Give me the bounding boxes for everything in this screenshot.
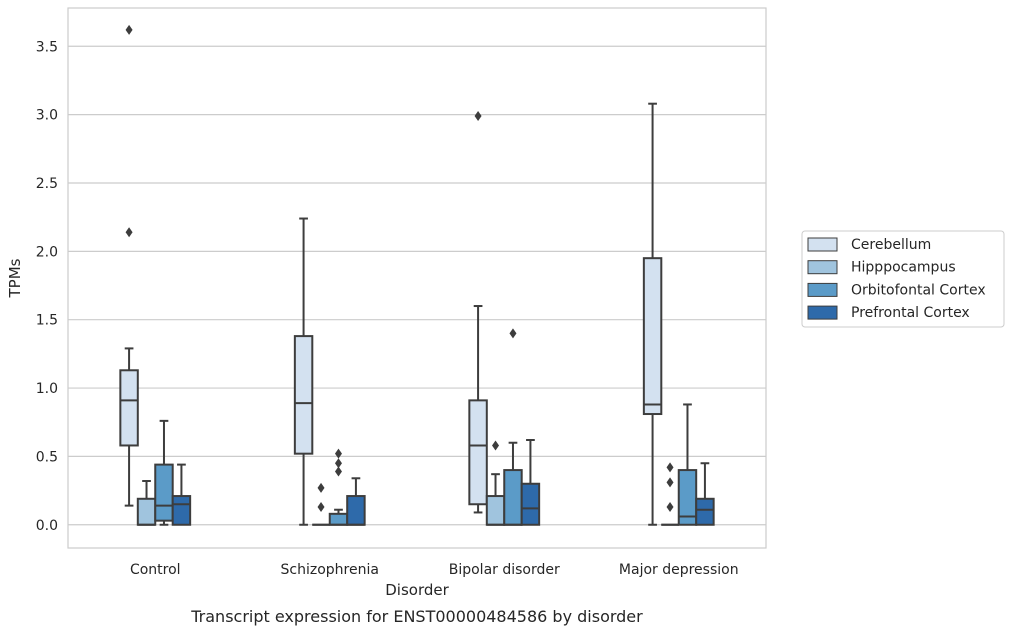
box-prefrontal-cortex-schizophrenia <box>346 477 366 526</box>
box-prefrontal-cortex-bipolar-disorder <box>520 439 541 526</box>
box-iqr <box>485 495 506 526</box>
outlier-point <box>317 501 325 512</box>
legend-frame <box>801 230 1005 328</box>
outlier-point <box>666 477 674 488</box>
legend-label: Hipppocampus <box>851 260 956 276</box>
chart-caption: Transcript expression for ENST0000048458… <box>190 607 643 626</box>
legend-label: Cerebellum <box>851 237 931 253</box>
box-iqr <box>293 335 314 455</box>
box-cerebellum-control <box>119 24 139 507</box>
y-tick-labels: 0.0 0.5 1.0 1.5 2.0 2.5 3.0 3.5 <box>36 39 58 533</box>
box-cerebellum-schizophrenia <box>293 217 314 526</box>
legend-swatch <box>807 282 838 297</box>
box-iqr <box>328 512 349 526</box>
box-prefrontal-cortex-major-depression <box>695 462 715 526</box>
outlier-point <box>492 440 500 451</box>
outlier-point <box>125 227 133 238</box>
box-orbitofontal-cortex-schizophrenia <box>328 448 349 526</box>
outlier-point <box>666 462 674 473</box>
boxes <box>119 24 715 526</box>
box-iqr <box>136 497 157 526</box>
y-tick-label: 1.5 <box>36 313 58 329</box>
x-tick-label: Schizophrenia <box>281 562 379 578</box>
outlier-point <box>666 501 674 512</box>
y-tick-label: 3.5 <box>36 39 58 55</box>
box-prefrontal-cortex-control <box>171 463 192 526</box>
plot-frame <box>67 7 767 549</box>
box-orbitofontal-cortex-major-depression <box>677 403 698 526</box>
y-tick-label: 0.0 <box>36 518 58 534</box>
box-hipppocampus-major-depression <box>661 462 679 526</box>
box-iqr <box>677 469 698 526</box>
box-hipppocampus-schizophrenia <box>312 482 330 526</box>
x-tick-label: Control <box>130 562 181 578</box>
box-iqr <box>695 497 715 526</box>
x-tick-label: Major depression <box>619 562 739 578</box>
box-cerebellum-bipolar-disorder <box>468 111 488 514</box>
box-orbitofontal-cortex-bipolar-disorder <box>503 328 523 526</box>
outlier-point <box>334 466 342 477</box>
box-hipppocampus-bipolar-disorder <box>485 440 506 526</box>
box-orbitofontal-cortex-control <box>154 419 174 526</box>
y-tick-label: 0.5 <box>36 449 58 465</box>
box-iqr <box>520 482 541 526</box>
outlier-point <box>474 111 482 121</box>
box-iqr <box>154 463 174 522</box>
outlier-point <box>509 328 517 339</box>
outlier-point <box>334 448 342 459</box>
box-iqr <box>503 469 523 526</box>
y-tick-label: 2.0 <box>36 244 58 260</box>
legend-label: Orbitofontal Cortex <box>851 282 986 298</box>
outlier-point <box>334 458 342 469</box>
legend-swatch <box>807 237 838 252</box>
y-tick-label: 2.5 <box>36 176 58 192</box>
box-iqr <box>346 495 366 526</box>
box-iqr <box>642 257 663 416</box>
legend-swatch <box>807 260 838 275</box>
box-iqr <box>119 369 139 447</box>
legend-label: Prefrontal Cortex <box>851 305 970 321</box>
outlier-point <box>317 482 325 493</box>
x-tick-labels: Control Schizophrenia Bipolar disorder Majo… <box>130 562 739 578</box>
y-tick-label: 1.0 <box>36 381 58 397</box>
box-iqr <box>171 495 192 526</box>
y-axis-title: TPMs <box>6 258 24 298</box>
box-cerebellum-major-depression <box>642 102 663 526</box>
legend-swatch <box>807 305 838 320</box>
y-tick-label: 3.0 <box>36 108 58 124</box>
legend: Cerebellum Hipppocampus Orbitofontal Corte… <box>801 230 1005 328</box>
box-hipppocampus-control <box>136 480 157 526</box>
outlier-point <box>125 24 133 35</box>
x-axis-title: Disorder <box>385 581 449 599</box>
box-iqr <box>468 399 488 506</box>
x-tick-label: Bipolar disorder <box>449 562 560 578</box>
grid-lines <box>68 45 766 526</box>
